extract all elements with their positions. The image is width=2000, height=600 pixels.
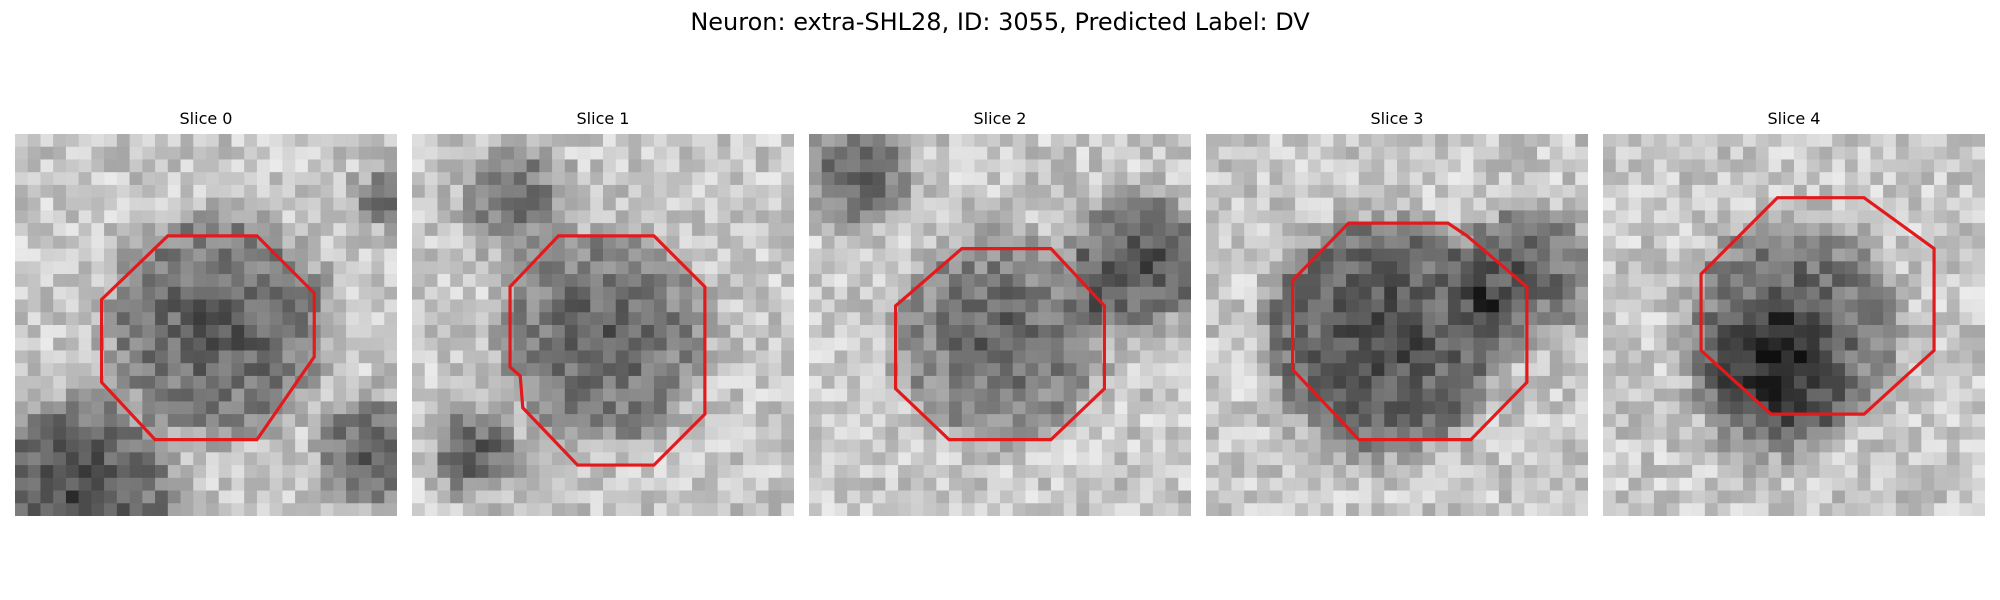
cell-outline [893, 247, 1107, 442]
slice-image [412, 134, 794, 516]
cell-outline [99, 234, 316, 442]
microscopy-pixels [1603, 134, 1985, 516]
slice-panel-3: Slice 3 [1206, 108, 1588, 516]
slice-title: Slice 4 [1767, 109, 1821, 128]
cell-outline [1290, 221, 1529, 442]
microscopy-pixels [15, 134, 397, 516]
figure-title: Neuron: extra-SHL28, ID: 3055, Predicted… [690, 8, 1310, 36]
microscopy-pixels [809, 134, 1191, 516]
slice-title: Slice 0 [179, 109, 233, 128]
slice-panel-0: Slice 0 [15, 108, 397, 516]
slice-title: Slice 3 [1370, 109, 1424, 128]
slice-image [1603, 134, 1985, 516]
slice-image [1206, 134, 1588, 516]
slice-image [15, 134, 397, 516]
slice-title: Slice 2 [973, 109, 1027, 128]
slice-panel-1: Slice 1 [412, 108, 794, 516]
cell-outline [508, 234, 707, 467]
slice-title: Slice 1 [576, 109, 630, 128]
cell-outline [1699, 196, 1936, 416]
slice-panel-2: Slice 2 [809, 108, 1191, 516]
microscopy-pixels [1206, 134, 1588, 516]
slice-image [809, 134, 1191, 516]
microscopy-pixels [412, 134, 794, 516]
slice-panel-4: Slice 4 [1603, 108, 1985, 516]
